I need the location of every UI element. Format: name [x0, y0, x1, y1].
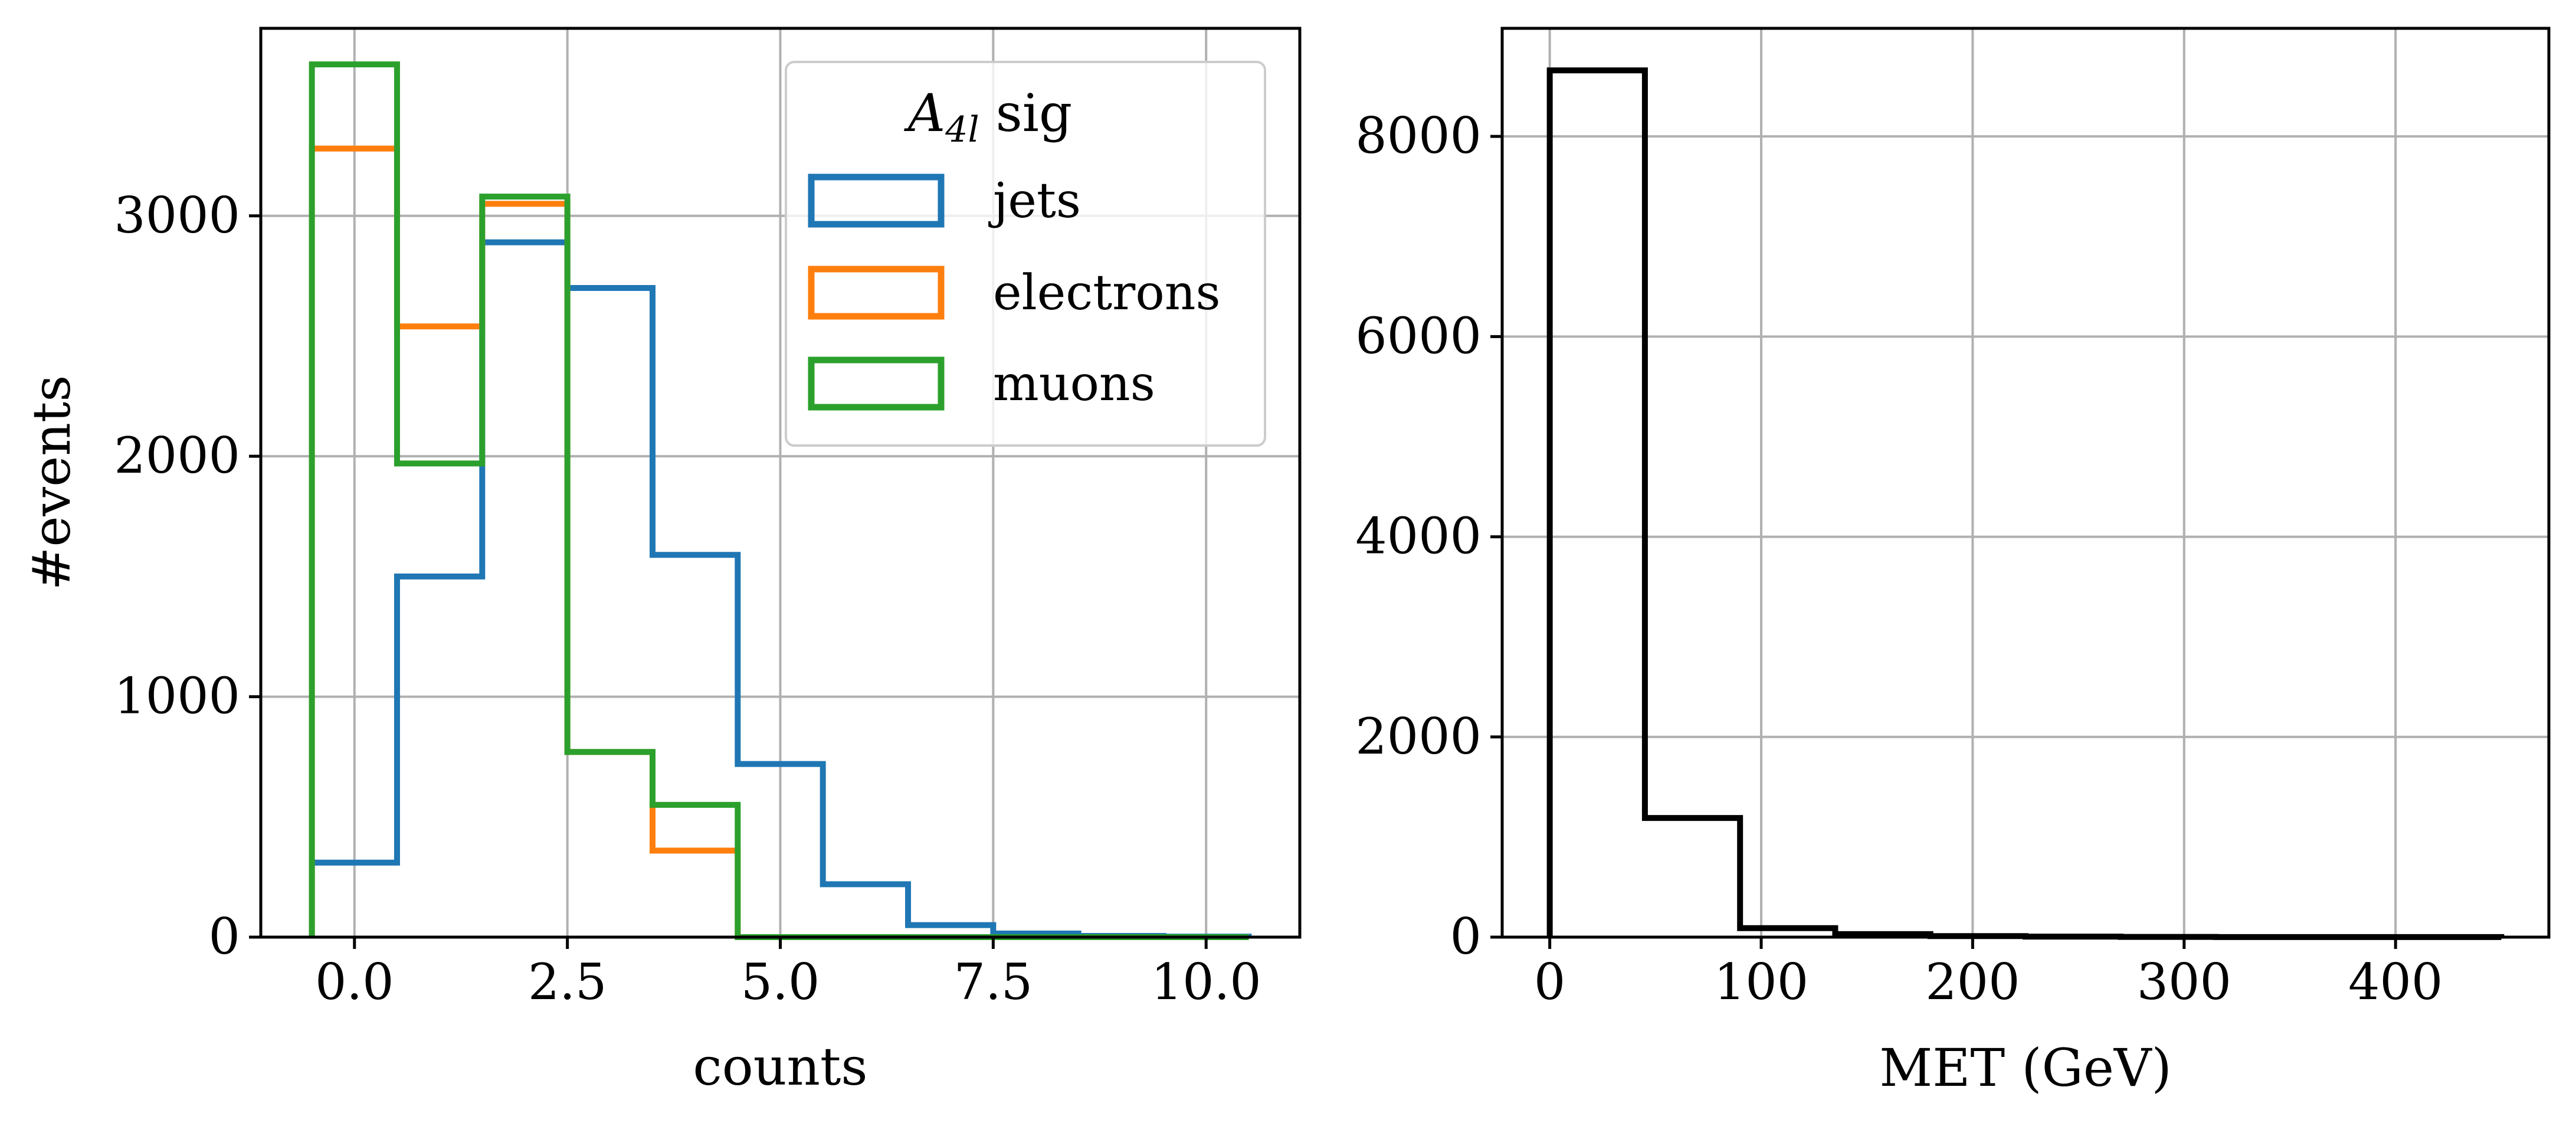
x-tick-label: 300 — [2137, 953, 2231, 1011]
legend-swatch-jets — [808, 173, 945, 228]
x-tick-label: 5.0 — [741, 953, 820, 1011]
y-tick-label: 2000 — [114, 427, 240, 484]
y-tick-label: 8000 — [1355, 107, 1482, 165]
legend-title: A4l sig — [904, 83, 1073, 150]
legend-title-rest: sig — [979, 83, 1073, 143]
y-tick-label: 6000 — [1355, 307, 1482, 365]
y-tick-label: 0 — [1450, 908, 1482, 965]
x-tick-label: 10.0 — [1151, 953, 1261, 1011]
x-axis-label: MET (GeV) — [1879, 1037, 2172, 1098]
y-axis-label: #events — [21, 375, 82, 591]
y-tick-label: 1000 — [114, 667, 240, 725]
legend-title-subscript: 4l — [945, 109, 979, 150]
x-tick-label: 2.5 — [528, 953, 607, 1011]
x-tick-label: 400 — [2348, 953, 2443, 1011]
x-tick-label: 100 — [1714, 953, 1808, 1011]
y-tick-label: 3000 — [114, 186, 240, 244]
legend-label-electrons: electrons — [993, 265, 1221, 321]
x-tick-label: 0 — [1534, 953, 1565, 1011]
counts-histogram-panel: 0.0 2.5 5.0 7.5 10.0 0 1000 2000 3000 counts #ev… — [21, 27, 1302, 1097]
legend-swatch-electrons — [808, 266, 945, 320]
x-axis-label: counts — [693, 1036, 867, 1097]
legend-label-jets: jets — [988, 173, 1081, 229]
x-tick-label: 0.0 — [315, 953, 394, 1011]
x-tick-label: 200 — [1925, 953, 2020, 1011]
legend-swatch-muons — [808, 356, 945, 411]
legend-title-main: A — [904, 83, 946, 143]
x-tick-label: 7.5 — [954, 953, 1033, 1011]
y-tick-label: 2000 — [1355, 708, 1482, 765]
y-tick-label: 4000 — [1355, 508, 1482, 565]
legend-label-muons: muons — [993, 356, 1155, 412]
series-met — [1546, 67, 2505, 940]
legend: A4l sig jets electrons muons — [785, 61, 1266, 447]
plot-frame — [1500, 27, 2551, 939]
y-tick-label: 0 — [209, 908, 240, 965]
legend-box — [785, 61, 1266, 447]
